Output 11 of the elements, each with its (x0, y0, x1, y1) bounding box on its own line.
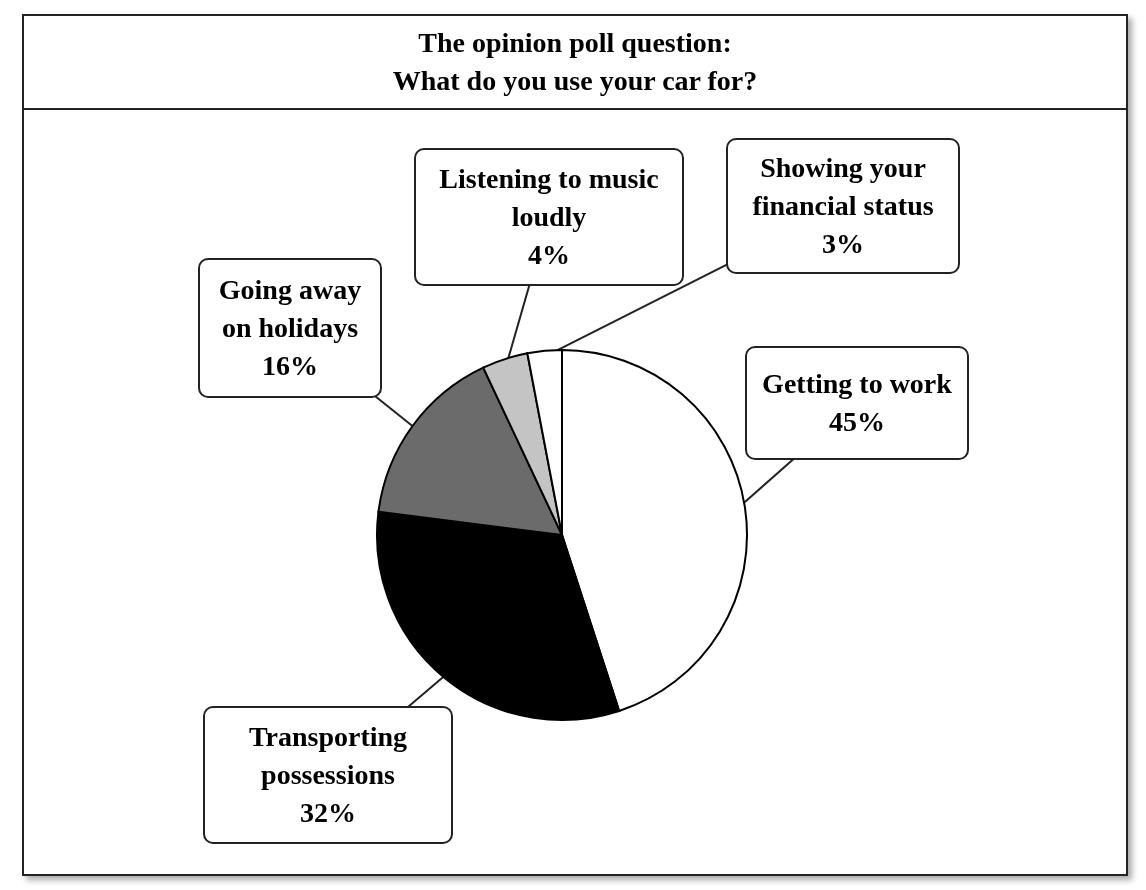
chart-title: The opinion poll question: What do you use your car for? (24, 16, 1126, 110)
data-label: 16% (261, 349, 319, 383)
data-label: 3% (821, 227, 865, 261)
data-label: 45% (828, 405, 886, 439)
data-label: 32% (299, 796, 357, 830)
slice-label: Getting to work (761, 367, 953, 401)
slice-label: Showing your financial status (751, 151, 935, 223)
data-label: 4% (527, 238, 571, 272)
slice-label: Going away on holidays (217, 273, 363, 345)
slice-label: Transporting possessions (247, 720, 409, 792)
slice-label: Listening to music loudly (438, 162, 660, 234)
